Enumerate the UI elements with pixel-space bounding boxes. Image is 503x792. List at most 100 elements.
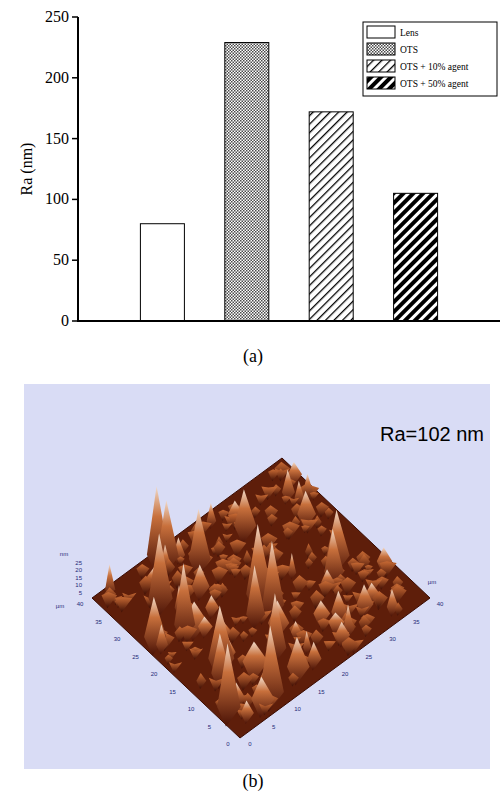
- afm-x-tick-label: 30: [389, 636, 396, 642]
- afm-background: [24, 384, 490, 769]
- bar: [225, 43, 269, 321]
- afm-z-tick-label: 20: [75, 567, 82, 573]
- afm-peak: [196, 673, 206, 689]
- afm-y-tick-label: 15: [169, 689, 176, 695]
- afm-y-tick-label: 10: [188, 706, 195, 712]
- afm-peak: [301, 525, 310, 533]
- afm-peak: [293, 575, 309, 595]
- legend-swatch: [367, 26, 395, 38]
- afm-peak: [246, 565, 265, 630]
- afm-peak: [288, 673, 299, 687]
- y-tick-label: 200: [45, 69, 69, 86]
- afm-peak: [240, 631, 248, 642]
- y-tick-label: 0: [61, 312, 69, 329]
- afm-peak: [372, 591, 387, 610]
- y-axis-title: Ra (nm): [18, 143, 36, 196]
- afm-peak: [156, 624, 168, 654]
- afm-peak: [205, 595, 219, 619]
- afm-y-tick-label: 5: [208, 724, 212, 730]
- afm-peak: [177, 557, 185, 566]
- afm-z-unit: nm: [60, 551, 68, 557]
- afm-peak: [222, 523, 232, 531]
- afm-peak: [303, 631, 311, 654]
- y-tick-label: 150: [45, 130, 69, 147]
- afm-peak: [324, 641, 336, 651]
- y-tick-label: 50: [53, 251, 69, 268]
- afm-peak: [357, 584, 374, 618]
- afm-peak: [189, 649, 203, 660]
- afm-peak: [115, 597, 132, 613]
- afm-peak: [169, 662, 182, 673]
- afm-peak: [362, 625, 372, 637]
- afm-peak: [234, 489, 256, 544]
- afm-z-tick-label: 15: [75, 575, 82, 581]
- legend-label: OTS + 10% agent: [400, 62, 469, 72]
- afm-peak: [317, 525, 326, 536]
- afm-peak: [311, 629, 324, 647]
- y-tick: [72, 320, 78, 322]
- afm-peak: [305, 558, 313, 569]
- afm-y-tick-label: 40: [77, 601, 84, 607]
- afm-x-tick-label: 10: [294, 706, 301, 712]
- afm-peak: [318, 618, 331, 632]
- y-tick: [72, 138, 78, 140]
- afm-peak: [283, 528, 293, 540]
- afm-peak: [223, 534, 233, 543]
- legend-label: OTS: [400, 45, 418, 55]
- y-tick: [72, 259, 78, 261]
- afm-x-tick-label: 20: [342, 671, 349, 677]
- afm-x-tick-label: 5: [272, 724, 276, 730]
- afm-peak: [255, 495, 268, 506]
- afm-peak: [231, 569, 241, 578]
- afm-x-tick-label: 35: [413, 619, 420, 625]
- afm-peak: [289, 605, 302, 622]
- afm-peak: [375, 592, 383, 608]
- afm-y-tick-label: 20: [151, 671, 158, 677]
- bar: [140, 224, 184, 321]
- afm-peak: [267, 514, 277, 527]
- legend-label: OTS + 50% agent: [400, 79, 469, 89]
- afm-z-tick-label: 10: [75, 582, 82, 588]
- afm-y-tick-label: 30: [114, 636, 121, 642]
- legend: Lens OTS OTS + 10% agent OTS + 50% agent: [363, 22, 497, 96]
- afm-z-tick-label: 25: [75, 560, 82, 566]
- afm-y-tick-label: 35: [95, 619, 102, 625]
- afm-peak: [282, 496, 291, 505]
- bars: [140, 43, 437, 321]
- afm-x-unit: µm: [428, 579, 436, 585]
- afm-x-tick-label: 25: [365, 654, 372, 660]
- afm-peak: [277, 468, 286, 480]
- afm-y-tick-label: 0: [226, 741, 230, 747]
- afm-peak: [212, 567, 229, 584]
- legend-swatch: [367, 77, 395, 89]
- afm-peak: [217, 643, 241, 726]
- legend-swatch: [367, 43, 395, 55]
- afm-x-tick-label: 15: [318, 689, 325, 695]
- afm-surface: [92, 458, 430, 738]
- y-axis: [77, 17, 79, 321]
- afm-peak: [343, 595, 353, 603]
- panel-label: (b): [243, 771, 264, 792]
- afm-peak: [243, 550, 252, 566]
- legend-label: Lens: [400, 28, 419, 38]
- y-tick-label: 250: [45, 8, 69, 25]
- afm-peak: [198, 617, 213, 639]
- afm-peak: [325, 508, 334, 520]
- legend-box: [363, 22, 497, 96]
- afm-ground: [92, 458, 430, 738]
- afm-z-tick-label: 5: [79, 590, 83, 596]
- afm-peak: [231, 617, 242, 626]
- afm-peak: [241, 701, 254, 724]
- afm-x-tick-label: 40: [437, 601, 444, 607]
- afm-peak: [288, 553, 296, 580]
- ra-label: Ra=102 nm: [380, 423, 484, 445]
- y-tick: [72, 77, 78, 79]
- afm-peak: [394, 602, 402, 616]
- figure: 050100150200250Ra (nm)LensOTSOTS + 10% a…: [0, 0, 503, 792]
- bar: [309, 112, 353, 321]
- afm-peak: [230, 540, 247, 557]
- afm-peak: [310, 492, 319, 501]
- afm-y-tick-label: 25: [132, 654, 139, 660]
- afm-peak: [192, 565, 210, 602]
- afm-peak: [248, 627, 257, 637]
